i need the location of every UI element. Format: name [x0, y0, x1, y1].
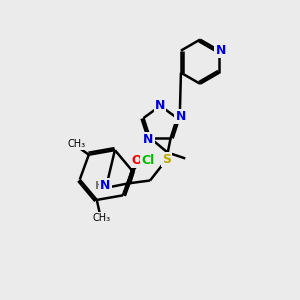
Text: CH₃: CH₃ — [67, 139, 85, 149]
Text: N: N — [176, 110, 186, 123]
Text: Cl: Cl — [141, 154, 154, 166]
Text: O: O — [131, 154, 142, 167]
Text: S: S — [162, 153, 171, 167]
Text: H: H — [95, 181, 104, 191]
Text: N: N — [143, 133, 154, 146]
Text: CH₃: CH₃ — [92, 213, 110, 223]
Text: N: N — [100, 179, 110, 192]
Text: N: N — [155, 99, 166, 112]
Text: N: N — [215, 44, 226, 57]
